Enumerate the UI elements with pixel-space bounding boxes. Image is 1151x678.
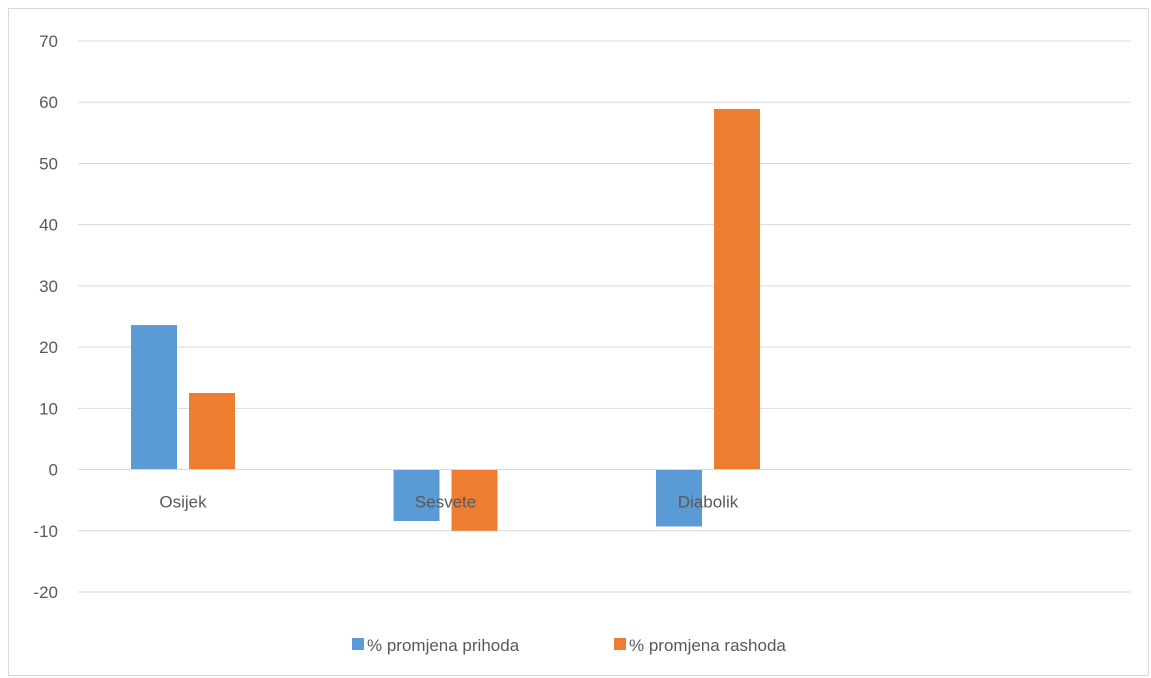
bar-osijek-series-1: [131, 325, 177, 470]
legend-swatch-series-1: [352, 638, 364, 650]
gridlines: [78, 40, 1131, 593]
legend-label-series-1: % promjena prihoda: [367, 636, 520, 655]
y-tick-label: 60: [39, 93, 58, 112]
category-label-osijek: Osijek: [159, 493, 207, 512]
category-label-sesvete: Sesvete: [415, 493, 476, 512]
y-tick-label: 30: [39, 277, 58, 296]
bar-diabolik-series-2: [714, 108, 760, 470]
y-tick-label: -20: [33, 583, 58, 602]
category-labels: Osijek Sesvete Diabolik: [159, 493, 738, 512]
legend: % promjena prihoda % promjena rashoda: [352, 636, 786, 655]
y-tick-label: 50: [39, 154, 58, 173]
legend-label-series-2: % promjena rashoda: [629, 636, 786, 655]
y-axis-tick-labels: -20 -10 0 10 20 30 40 50 60 70: [33, 32, 58, 602]
y-tick-label: 0: [49, 461, 58, 480]
y-tick-label: 70: [39, 32, 58, 51]
bar-sesvete-series-1: [393, 469, 440, 521]
y-tick-label: 20: [39, 338, 58, 357]
legend-swatch-series-2: [614, 638, 626, 650]
bar-osijek-series-2: [189, 393, 235, 470]
y-tick-label: -10: [33, 522, 58, 541]
bars: [131, 108, 760, 531]
y-tick-label: 10: [39, 399, 58, 418]
y-tick-label: 40: [39, 216, 58, 235]
chart-frame: [8, 8, 1149, 676]
bar-sesvete-series-2: [451, 469, 498, 531]
bar-diabolik-series-1: [656, 469, 702, 527]
category-label-diabolik: Diabolik: [678, 493, 739, 512]
